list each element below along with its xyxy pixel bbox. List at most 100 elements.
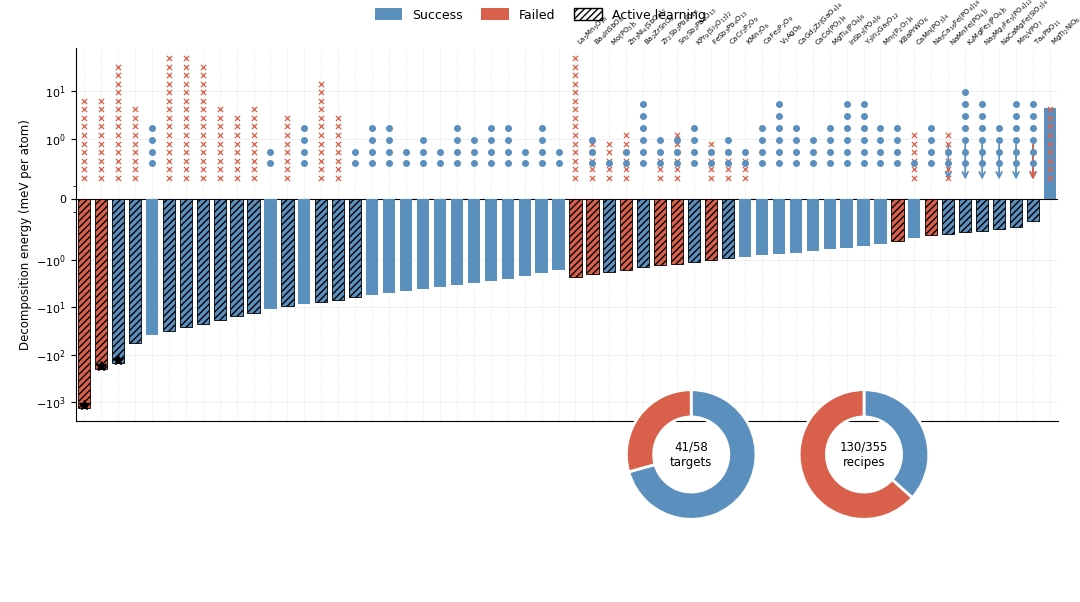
Point (957, 87, 974, 97)
Point (651, 173, 669, 182)
Point (194, 138, 212, 148)
Point (194, 62, 212, 72)
Point (194, 87, 212, 97)
Bar (78, 199, 90, 408)
Point (753, 135, 770, 144)
Point (737, 173, 754, 182)
Point (296, 135, 313, 144)
Point (889, 135, 906, 144)
Y-axis label: Decomposition energy (meV per atom): Decomposition energy (meV per atom) (18, 119, 31, 350)
Point (245, 113, 262, 123)
Bar (197, 199, 208, 324)
Bar (772, 199, 785, 254)
Point (109, 62, 126, 72)
Point (1024, 135, 1041, 144)
Point (567, 79, 584, 88)
Bar (163, 199, 175, 332)
Point (838, 147, 855, 157)
Point (347, 158, 364, 168)
Point (889, 158, 906, 168)
Point (516, 147, 534, 157)
Point (973, 111, 990, 121)
Point (973, 123, 990, 132)
Bar (95, 199, 107, 369)
Point (600, 164, 618, 174)
Point (838, 158, 855, 168)
Point (567, 164, 584, 174)
Point (787, 158, 805, 168)
Text: Mg$_3$NiO$_4$: Mg$_3$NiO$_4$ (241, 601, 270, 602)
Point (686, 123, 703, 132)
Bar (214, 199, 226, 320)
Point (702, 158, 719, 168)
Bar (756, 199, 768, 255)
Text: La$_5$Mn$_5$O$_{16}$: La$_5$Mn$_5$O$_{16}$ (576, 13, 610, 48)
Point (313, 130, 330, 140)
Bar (315, 199, 327, 302)
Point (1008, 111, 1025, 121)
Text: Mn$_7$(P$_2$O$_7$)$_4$: Mn$_7$(P$_2$O$_7$)$_4$ (880, 12, 916, 48)
Text: Na$_3$Mg$_7$Fe$_5$(PO$_4$)$_{12}$: Na$_3$Mg$_7$Fe$_5$(PO$_4$)$_{12}$ (982, 0, 1035, 48)
Point (855, 123, 873, 132)
Point (651, 158, 669, 168)
Point (177, 122, 194, 131)
Point (1024, 147, 1041, 157)
Point (245, 122, 262, 131)
Text: CaGd$_2$Zr(GaO$_4$)$_4$: CaGd$_2$Zr(GaO$_4$)$_4$ (796, 0, 845, 48)
Point (702, 156, 719, 166)
Bar (705, 199, 717, 260)
Point (313, 122, 330, 131)
Point (126, 173, 144, 182)
Point (702, 173, 719, 182)
Point (347, 147, 364, 157)
Point (93, 164, 110, 174)
Point (906, 138, 923, 148)
Point (109, 173, 126, 182)
Point (177, 147, 194, 157)
Text: K$_4$TiSn$_3$(PO$_4$)$_4$: K$_4$TiSn$_3$(PO$_4$)$_4$ (431, 601, 474, 602)
Text: Mn$_2$Zn$_3$(NiO$_4$)$_2$: Mn$_2$Zn$_3$(NiO$_4$)$_2$ (311, 601, 355, 602)
Bar (671, 199, 684, 264)
Point (821, 147, 838, 157)
Bar (654, 199, 666, 265)
Point (567, 62, 584, 72)
Text: Hf$_2$Sb$_2$Pb$_4$O$_{13}$: Hf$_2$Sb$_2$Pb$_4$O$_{13}$ (93, 601, 135, 602)
Point (364, 147, 381, 157)
Point (686, 158, 703, 168)
Point (177, 130, 194, 140)
Point (1008, 147, 1025, 157)
Point (211, 130, 228, 140)
Point (1041, 130, 1058, 140)
Text: Mn$_2$VPO$_7$: Mn$_2$VPO$_7$ (1016, 17, 1047, 48)
Point (76, 138, 93, 148)
Bar (366, 199, 378, 295)
Bar (993, 199, 1005, 229)
Point (160, 147, 177, 157)
Point (532, 158, 550, 168)
Point (93, 122, 110, 131)
Point (532, 147, 550, 157)
Text: KNa$_2$Ga$_3$(SiO$_3$)$_3$: KNa$_2$Ga$_3$(SiO$_3$)$_3$ (122, 601, 168, 602)
Point (567, 130, 584, 140)
Point (415, 158, 432, 168)
Text: InSb$_3$(PO$_4$)$_6$: InSb$_3$(PO$_4$)$_6$ (847, 11, 883, 48)
Point (973, 135, 990, 144)
Point (872, 135, 889, 144)
Point (211, 147, 228, 157)
Point (76, 122, 93, 131)
Point (651, 164, 669, 174)
Point (313, 105, 330, 114)
Point (737, 147, 754, 157)
Point (1008, 123, 1025, 132)
Point (93, 173, 110, 182)
Point (211, 173, 228, 182)
Point (550, 147, 567, 157)
Point (177, 87, 194, 97)
Point (973, 158, 990, 168)
Text: Ba$_6$Na$_2$V$_2$Sb$_2$O$_{17}$: Ba$_6$Na$_2$V$_2$Sb$_2$O$_{17}$ (289, 601, 338, 602)
Text: Ba$_4$InSbO$_8$: Ba$_4$InSbO$_8$ (593, 14, 626, 48)
Point (211, 156, 228, 166)
Point (465, 147, 483, 157)
Point (584, 147, 602, 157)
Point (177, 105, 194, 114)
